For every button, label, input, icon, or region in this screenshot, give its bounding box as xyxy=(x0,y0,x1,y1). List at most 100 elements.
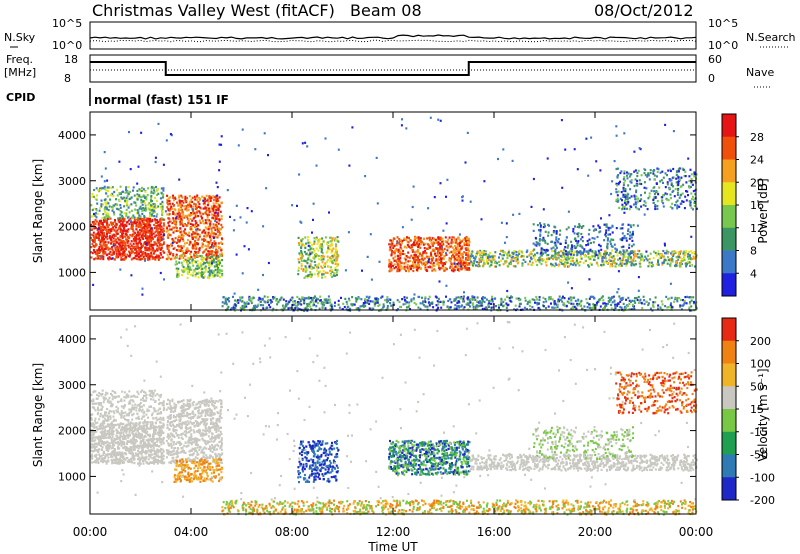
echo-cell xyxy=(458,243,461,246)
echo-cell xyxy=(100,228,103,231)
echo-cell xyxy=(559,298,562,301)
echo-cell xyxy=(123,217,126,220)
echo-cell xyxy=(649,169,652,172)
echo-cell xyxy=(195,232,198,236)
echo-cell xyxy=(109,228,112,231)
echo-cell xyxy=(214,233,217,236)
echo-cell xyxy=(225,301,228,304)
echo-cell xyxy=(442,264,444,267)
echo-cell xyxy=(649,171,652,175)
echo-cell xyxy=(622,302,625,305)
echo-cell xyxy=(419,252,422,256)
echo-cell xyxy=(217,261,220,264)
echo-cell xyxy=(502,263,505,266)
echo-cell xyxy=(218,218,221,222)
echo-cell xyxy=(475,254,478,257)
echo-cell xyxy=(620,246,623,249)
echo-cell xyxy=(646,175,649,178)
echo-cell xyxy=(320,258,323,261)
echo-cell xyxy=(149,204,152,207)
echo-cell xyxy=(628,252,631,255)
echo-cell xyxy=(143,217,146,220)
echo-cell xyxy=(167,229,170,232)
echo-cell xyxy=(438,257,440,260)
echo-cell xyxy=(541,259,544,262)
echo-cell xyxy=(204,226,207,229)
echo-cell xyxy=(554,250,557,253)
echo-cell xyxy=(688,261,690,264)
echo-cell xyxy=(150,245,153,248)
echo-cell xyxy=(132,242,135,245)
echo-cell xyxy=(572,227,575,231)
echo-cell xyxy=(130,240,133,243)
echo-cell xyxy=(104,206,107,209)
echo-cell xyxy=(633,264,636,267)
echo-cell xyxy=(464,259,467,262)
echo-cell xyxy=(612,255,615,258)
echo-cell xyxy=(187,266,190,269)
echo-cell xyxy=(606,261,609,264)
echo-cell xyxy=(448,251,451,254)
echo-cell xyxy=(136,219,139,222)
echo-cell xyxy=(182,199,185,203)
echo-cell xyxy=(377,304,380,308)
echo-cell xyxy=(481,257,484,260)
echo-cell xyxy=(679,264,682,267)
echo-cell xyxy=(131,235,134,238)
echo-cell xyxy=(444,240,447,243)
echo-cell xyxy=(187,257,189,260)
echo-cell xyxy=(184,268,187,272)
echo-cell xyxy=(212,235,215,238)
echo-cell xyxy=(611,231,614,234)
echo-cell xyxy=(656,167,659,170)
echo-cell xyxy=(194,203,197,206)
echo-cell xyxy=(218,230,221,233)
echo-cell xyxy=(678,196,681,199)
echo-cell xyxy=(197,263,200,266)
echo-cell xyxy=(420,254,423,257)
echo-cell xyxy=(156,227,159,231)
echo-cell xyxy=(562,251,565,254)
echo-cell xyxy=(564,261,567,264)
echo-cell xyxy=(396,262,399,265)
echo-cell xyxy=(110,257,113,260)
echo-cell xyxy=(159,230,162,233)
echo-cell xyxy=(464,268,467,271)
echo-cell xyxy=(181,236,184,239)
echo-cell xyxy=(405,255,408,258)
echo-cell xyxy=(232,304,235,307)
echo-cell xyxy=(298,243,301,246)
echo-cell xyxy=(103,234,106,237)
echo-cell xyxy=(139,238,142,241)
echo-cell xyxy=(145,234,148,238)
echo-cell xyxy=(617,190,620,193)
echo-cell xyxy=(280,296,283,299)
freq-tick-top: 18 xyxy=(64,53,78,66)
echo-cell xyxy=(206,227,209,230)
echo-cell xyxy=(488,254,491,257)
echo-cell xyxy=(219,241,222,244)
echo-cell xyxy=(147,247,150,250)
echo-cell xyxy=(325,298,328,301)
echo-cell xyxy=(213,270,216,273)
echo-cell xyxy=(473,259,476,262)
echo-cell xyxy=(139,233,142,236)
echo-cell xyxy=(121,235,124,238)
echo-cell xyxy=(458,306,461,309)
echo-cell xyxy=(173,199,175,202)
echo-cell xyxy=(127,192,130,195)
echo-cell xyxy=(107,257,109,260)
echo-cell xyxy=(260,304,262,307)
echo-cell xyxy=(145,225,148,228)
echo-cell xyxy=(150,187,153,190)
echo-cell xyxy=(118,220,121,223)
echo-cell xyxy=(180,237,183,240)
echo-cell xyxy=(142,226,145,229)
echo-cell xyxy=(217,222,220,225)
echo-cell xyxy=(259,300,262,303)
echo-cell xyxy=(142,188,145,191)
echo-cell xyxy=(608,227,611,230)
echo-cell xyxy=(485,261,488,264)
echo-cell xyxy=(435,247,438,250)
echo-cell xyxy=(392,239,394,242)
